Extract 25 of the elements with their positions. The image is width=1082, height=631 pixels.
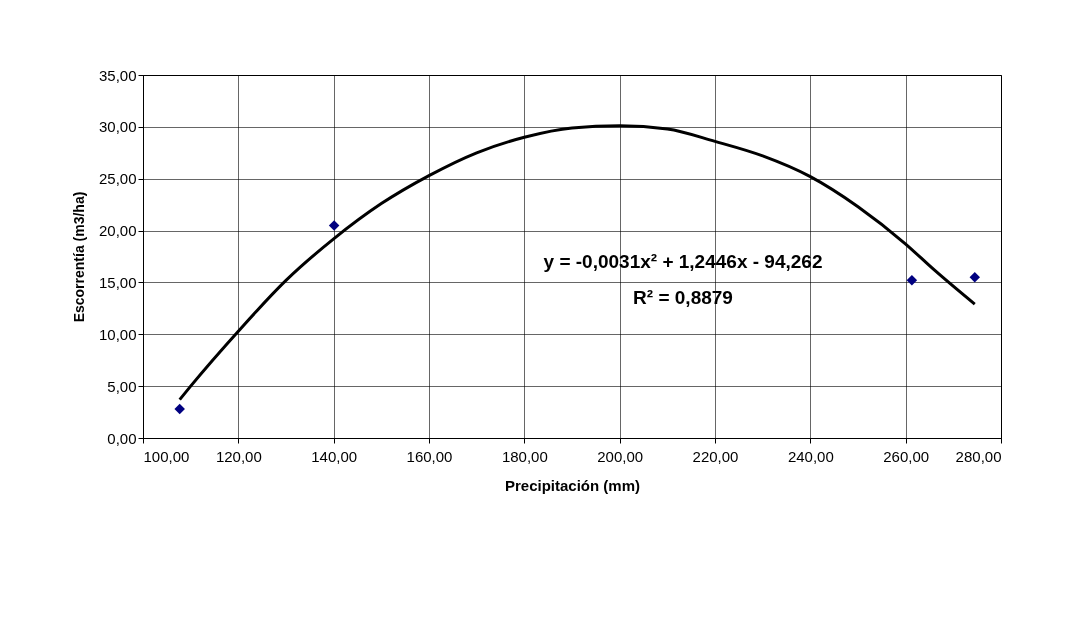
x-tick-label: 240,00 — [787, 447, 834, 465]
x-tick-label: 200,00 — [597, 447, 644, 465]
point — [174, 403, 185, 415]
y-tick-label: 0,00 — [107, 429, 137, 447]
x-axis-title: Precipitación (mm) — [504, 476, 641, 494]
y-tick-label: 35,00 — [98, 66, 137, 84]
x-tick-label: 100,00 — [143, 447, 190, 465]
point — [328, 220, 340, 231]
x-tick-label: 180,00 — [501, 447, 548, 465]
x-tick-label: 140,00 — [311, 447, 358, 465]
y-axis-title: Escorrentía (m3/ha) — [70, 191, 87, 323]
x-tick-label: 220,00 — [692, 447, 739, 465]
y-tick-label: 25,00 — [98, 170, 137, 188]
y-tick-label: 20,00 — [98, 222, 137, 240]
y-tick-label: 15,00 — [98, 273, 137, 291]
x-tick-label: 160,00 — [406, 447, 453, 465]
x-tick-label: 260,00 — [883, 447, 930, 465]
point — [969, 272, 981, 283]
x-tick-label: 120,00 — [215, 447, 262, 465]
line-series — [178, 124, 977, 402]
x-tick-label: 280,00 — [955, 447, 1002, 465]
y-tick-label: 30,00 — [98, 118, 137, 136]
point — [906, 275, 918, 286]
y-tick-label: 5,00 — [107, 377, 137, 395]
y-tick-label: 10,00 — [98, 325, 137, 343]
